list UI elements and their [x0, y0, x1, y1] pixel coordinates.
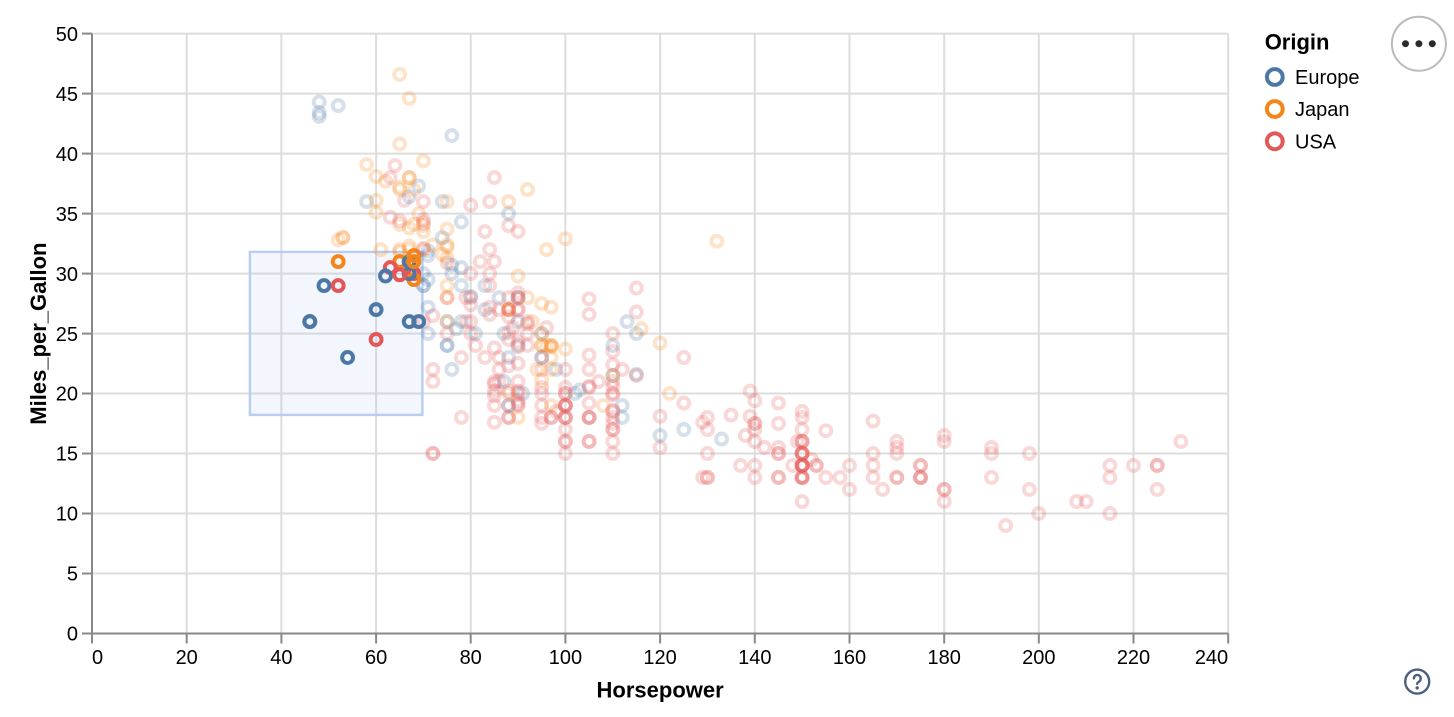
svg-text:0: 0: [67, 624, 78, 646]
svg-text:180: 180: [928, 647, 961, 669]
svg-text:140: 140: [738, 647, 771, 669]
svg-text:60: 60: [365, 647, 387, 669]
svg-text:45: 45: [56, 84, 78, 106]
svg-text:30: 30: [56, 264, 78, 286]
svg-text:15: 15: [56, 444, 78, 466]
svg-text:40: 40: [56, 144, 78, 166]
svg-text:25: 25: [56, 324, 78, 346]
svg-text:Horsepower: Horsepower: [597, 678, 725, 703]
svg-text:20: 20: [176, 647, 198, 669]
svg-text:220: 220: [1117, 647, 1150, 669]
svg-text:100: 100: [549, 647, 582, 669]
svg-text:USA: USA: [1295, 132, 1337, 154]
svg-text:Miles_per_Gallon: Miles_per_Gallon: [26, 243, 51, 425]
svg-text:160: 160: [833, 647, 866, 669]
svg-text:50: 50: [56, 24, 78, 46]
svg-text:200: 200: [1022, 647, 1055, 669]
svg-text:20: 20: [56, 384, 78, 406]
svg-text:40: 40: [270, 647, 292, 669]
svg-text:80: 80: [460, 647, 482, 669]
svg-text:Origin: Origin: [1265, 29, 1330, 54]
svg-text:120: 120: [643, 647, 676, 669]
svg-text:0: 0: [92, 647, 103, 669]
svg-text:35: 35: [56, 204, 78, 226]
svg-text:10: 10: [56, 504, 78, 526]
svg-text:240: 240: [1195, 647, 1228, 669]
svg-text:Japan: Japan: [1295, 99, 1350, 121]
svg-text:5: 5: [67, 564, 78, 586]
svg-text:Europe: Europe: [1295, 67, 1360, 89]
